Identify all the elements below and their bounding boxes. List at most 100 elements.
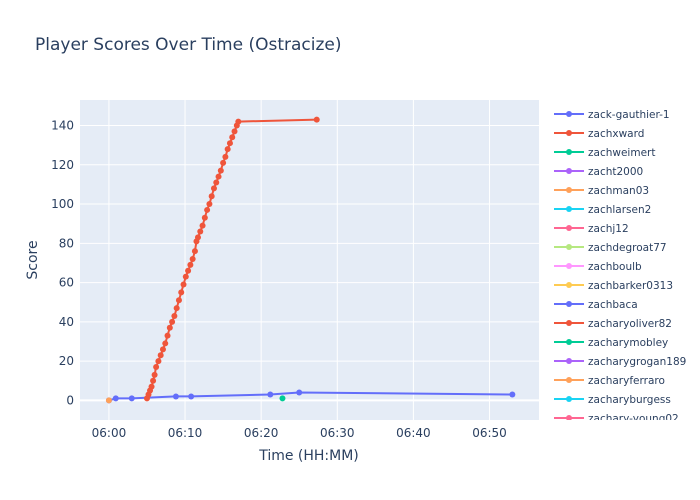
y-tick-label: 140 <box>51 119 74 133</box>
legend-item: zacht2000 <box>554 166 643 178</box>
legend-item: zachxward <box>554 128 644 140</box>
legend-swatch-marker <box>566 339 572 345</box>
data-point <box>180 281 187 288</box>
data-point <box>105 397 112 404</box>
data-point <box>220 159 227 166</box>
legend-label: zachman03 <box>588 185 649 197</box>
legend-label: zacharygrogan189 <box>588 356 686 368</box>
grid-layer <box>80 100 539 420</box>
data-point <box>197 228 204 235</box>
data-point <box>279 395 286 402</box>
y-tick-label: 40 <box>59 315 74 329</box>
legend-swatch-marker <box>566 263 572 269</box>
legend-label: zachj12 <box>588 223 629 235</box>
legend-item: zachbarker0313 <box>554 280 673 292</box>
legend-swatch-marker <box>566 244 572 250</box>
legend-item: zacharyferraro <box>554 375 665 387</box>
data-point <box>128 395 135 402</box>
legend-swatch-marker <box>566 358 572 364</box>
data-point <box>155 358 162 365</box>
data-point <box>231 128 238 135</box>
legend-label: zachbaca <box>588 299 638 311</box>
data-point <box>194 234 201 241</box>
legend-item: zachman03 <box>554 185 649 197</box>
data-point <box>185 267 192 274</box>
data-point <box>215 173 222 180</box>
legend-item: zacharyoliver82 <box>554 318 672 330</box>
legend-label: zachbarker0313 <box>588 280 673 292</box>
data-point <box>206 201 213 208</box>
data-point <box>217 167 224 174</box>
legend-swatch-marker <box>566 282 572 288</box>
data-point <box>229 134 236 141</box>
x-tick-label: 06:50 <box>472 426 507 440</box>
legend-swatch-marker <box>566 187 572 193</box>
data-point <box>509 391 516 398</box>
data-point <box>164 332 171 339</box>
legend: zack-gauthier-1 zachxward zachweimert zacht… <box>554 109 686 425</box>
y-axis-title: Score <box>25 240 41 279</box>
legend-label: zacharymobley <box>588 337 668 349</box>
data-point <box>171 312 178 319</box>
data-point <box>151 371 158 378</box>
data-point <box>210 185 217 192</box>
legend-label: zachxward <box>588 128 644 140</box>
legend-label: zachary-young02 <box>588 413 679 425</box>
legend-label: zacharyoliver82 <box>588 318 672 330</box>
legend-item: zachboulb <box>554 261 642 273</box>
data-point <box>172 393 179 400</box>
data-point <box>182 273 189 280</box>
data-point <box>199 222 206 229</box>
data-point <box>204 206 211 213</box>
legend-swatch-marker <box>566 396 572 402</box>
tick-layer: 0 20 40 60 80 100 120 140 06:00 06:10 06:20 06:30 06… <box>51 119 507 440</box>
plot-area <box>80 100 539 420</box>
data-point <box>235 118 242 125</box>
legend-label: zacht2000 <box>588 166 643 178</box>
data-point <box>157 352 164 359</box>
legend-label: zachdegroat77 <box>588 242 667 254</box>
legend-swatch-marker <box>566 130 572 136</box>
data-point <box>189 256 196 263</box>
y-tick-label: 120 <box>51 158 74 172</box>
legend-swatch-marker <box>566 111 572 117</box>
data-point <box>188 393 195 400</box>
data-point <box>173 305 180 312</box>
data-point <box>191 248 198 255</box>
y-tick-label: 80 <box>59 236 74 250</box>
legend-swatch-marker <box>566 168 572 174</box>
data-point <box>169 318 176 325</box>
legend-item: zachlarsen2 <box>554 204 651 216</box>
series-zacharyoliver82 <box>143 116 320 402</box>
data-point <box>159 346 166 353</box>
x-axis-title: Time (HH:MM) <box>258 448 359 464</box>
x-tick-label: 06:40 <box>396 426 431 440</box>
legend-swatch-marker <box>566 320 572 326</box>
legend-label: zachlarsen2 <box>588 204 651 216</box>
data-point <box>224 146 231 153</box>
x-tick-label: 06:30 <box>320 426 355 440</box>
data-point <box>178 289 185 296</box>
y-tick-label: 20 <box>59 354 74 368</box>
data-point <box>313 116 320 123</box>
series-zachbaca <box>105 389 516 404</box>
legend-label: zachweimert <box>588 147 655 159</box>
data-point <box>201 214 208 221</box>
legend-item: zacharymobley <box>554 337 668 349</box>
chart-title: Player Scores Over Time (Ostracize) <box>35 35 342 55</box>
x-tick-label: 06:00 <box>92 426 127 440</box>
legend-swatch-marker <box>566 377 572 383</box>
legend-item: zacharygrogan189 <box>554 356 686 368</box>
data-point <box>148 383 155 390</box>
legend-item: zachary-young02 <box>554 413 679 425</box>
legend-label: zacharyferraro <box>588 375 665 387</box>
legend-swatch-marker <box>566 206 572 212</box>
data-point <box>175 297 182 304</box>
y-tick-label: 0 <box>66 393 74 407</box>
y-tick-label: 100 <box>51 197 74 211</box>
data-point <box>112 395 119 402</box>
legend-label: zacharyburgess <box>588 394 671 406</box>
legend-item: zachbaca <box>554 299 638 311</box>
